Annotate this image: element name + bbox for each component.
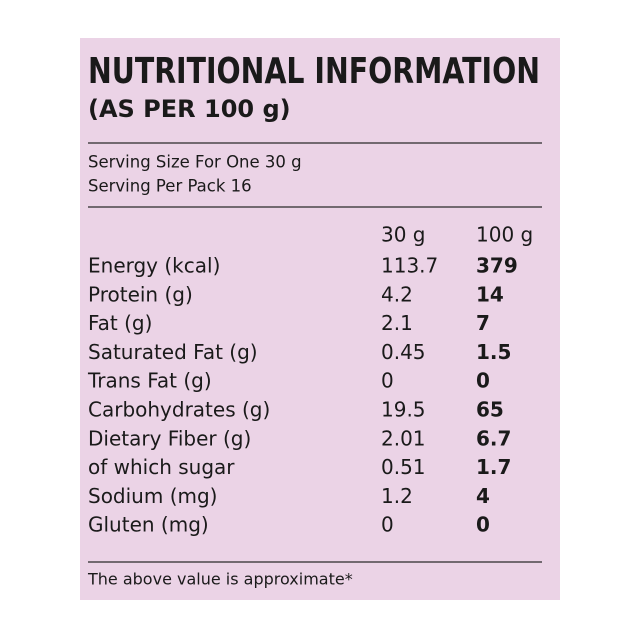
nutrient-value: 2.1 xyxy=(381,311,413,335)
nutrient-value: 65 xyxy=(476,398,504,422)
nutrient-name: Sodium (mg) xyxy=(88,484,217,508)
footnote: The above value is approximate* xyxy=(87,570,353,589)
nutrient-value: 4 xyxy=(476,484,490,508)
nutrient-value: 1.5 xyxy=(476,340,511,364)
nutrient-value: 0.51 xyxy=(381,455,426,479)
nutrient-value: 113.7 xyxy=(381,254,438,278)
nutrient-value: 0.45 xyxy=(381,340,426,364)
nutrient-value: 2.01 xyxy=(381,426,426,450)
nutrient-name: Protein (g) xyxy=(88,282,193,306)
nutrient-value: 379 xyxy=(476,254,518,278)
nutrient-name: Carbohydrates (g) xyxy=(88,398,270,422)
nutrient-value: 4.2 xyxy=(381,282,413,306)
subtitle: (AS PER 100 g) xyxy=(88,95,291,123)
nutrient-value: 0 xyxy=(381,513,394,537)
nutrient-value: 0 xyxy=(476,369,490,393)
column-header: 30 g xyxy=(381,223,426,247)
nutrient-name: Trans Fat (g) xyxy=(87,369,212,393)
title: NUTRITIONAL INFORMATION xyxy=(88,51,540,92)
panel xyxy=(80,38,560,600)
nutrient-value: 19.5 xyxy=(381,398,426,422)
nutrient-value: 14 xyxy=(476,282,504,306)
column-header: 100 g xyxy=(476,223,533,247)
nutrient-value: 6.7 xyxy=(476,426,511,450)
nutrient-value: 1.7 xyxy=(476,455,511,479)
nutrient-name: Fat (g) xyxy=(88,311,152,335)
nutrient-value: 0 xyxy=(476,513,490,537)
table-body: Energy (kcal) 113.7 379 Protein (g) 4.2 14 Fat… xyxy=(87,254,518,537)
nutrient-value: 0 xyxy=(381,369,394,393)
nutrient-value: 7 xyxy=(476,311,490,335)
nutrient-name: Dietary Fiber (g) xyxy=(88,426,251,450)
nutrient-name: of which sugar xyxy=(88,455,235,479)
nutrient-name: Energy (kcal) xyxy=(88,254,220,278)
serving-per-pack: Serving Per Pack 16 xyxy=(88,177,252,196)
nutrient-name: Saturated Fat (g) xyxy=(88,340,258,364)
nutrient-name: Gluten (mg) xyxy=(88,513,209,537)
nutrient-value: 1.2 xyxy=(381,484,413,508)
serving-size: Serving Size For One 30 g xyxy=(88,153,302,172)
